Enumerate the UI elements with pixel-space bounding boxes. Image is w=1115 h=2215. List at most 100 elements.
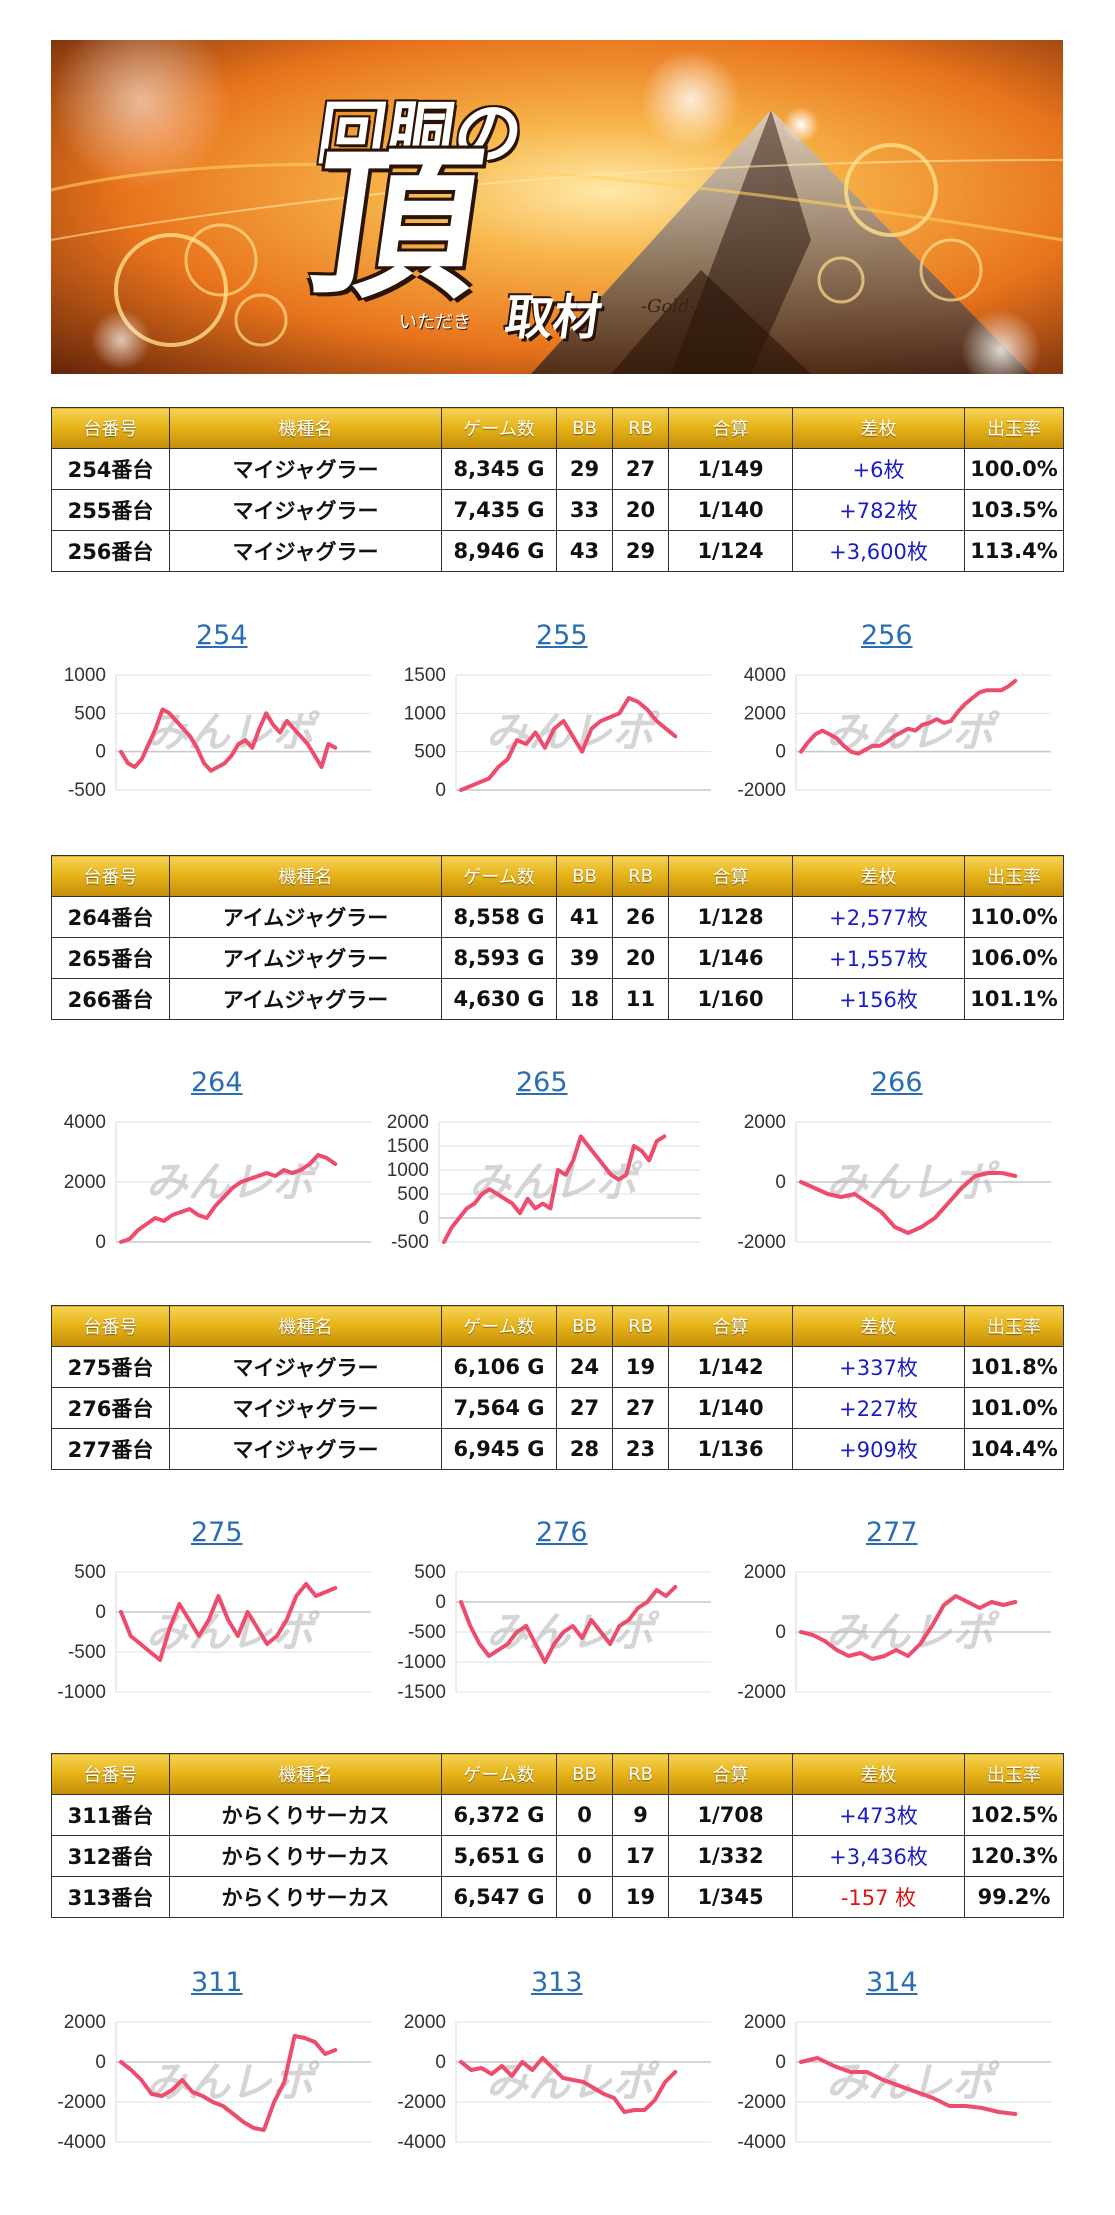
cell-rb: 23 [612,1428,669,1470]
cell-diff: +909枚 [792,1428,965,1470]
chart-title-link[interactable]: 275 [191,1517,243,1548]
table-row: 276番台 マイジャグラー 7,564 G 27 27 1/140 +227枚 101.0% [51,1387,1064,1429]
cell-combined: 1/124 [668,530,793,572]
y-tick-label: 4000 [744,665,786,686]
cell-rate: 101.8% [964,1346,1064,1388]
cell-machine-name: からくりサーカス [169,1835,442,1877]
cell-bb: 0 [556,1794,613,1836]
chart-plot: 4000 2000 0 みんレポ [64,1112,371,1253]
banner-tag: -Gold- [641,296,696,317]
cell-rb: 17 [612,1835,669,1877]
header-games: ゲーム数 [441,407,557,449]
chart-title-link[interactable]: 265 [516,1067,568,1098]
cell-machine-name: からくりサーカス [169,1876,442,1918]
machine-table-3: 台番号 機種名 ゲーム数 BB RB 合算 差枚 出玉率 275番台 マイジャグラー 6,106 G… [51,1305,1064,1470]
cell-machine-no: 313番台 [51,1876,170,1918]
header-bb: BB [556,855,613,897]
y-tick-label: -500 [391,1232,429,1253]
cell-bb: 24 [556,1346,613,1388]
cell-rb: 19 [612,1876,669,1918]
chart-314: 314 2000 0 -2000 -4000 みんレポ [731,1967,1061,2167]
cell-rb: 9 [612,1794,669,1836]
cell-machine-no: 266番台 [51,978,170,1020]
header-combined: 合算 [668,1753,793,1795]
y-tick-label: 0 [775,742,786,763]
banner-title-ruby: いただき [399,312,471,333]
y-tick-label: 0 [95,2052,106,2073]
y-tick-label: -1000 [57,1682,106,1703]
table-header-row: 台番号 機種名 ゲーム数 BB RB 合算 差枚 出玉率 [51,1305,1064,1347]
header-bb: BB [556,1305,613,1347]
header-bb: BB [556,407,613,449]
chart-title-link[interactable]: 266 [871,1067,923,1098]
cell-rate: 113.4% [964,530,1064,572]
header-rate: 出玉率 [964,1753,1064,1795]
chart-title-link[interactable]: 311 [191,1967,243,1998]
cell-machine-no: 276番台 [51,1387,170,1429]
header-diff: 差枚 [792,855,965,897]
cell-diff: -157 枚 [792,1876,965,1918]
chart-title-link[interactable]: 314 [866,1967,918,1998]
y-tick-label: -2000 [397,2092,446,2113]
cell-rate: 103.5% [964,489,1064,531]
banner: 回胴の 頂 いただき 取材 -Gold- [51,40,1063,374]
chart-plot: 500 0 -500 -1000 みんレポ [57,1562,371,1703]
cell-bb: 0 [556,1876,613,1918]
cell-machine-no: 256番台 [51,530,170,572]
cell-diff: +1,557枚 [792,937,965,979]
table-row: 266番台 アイムジャグラー 4,630 G 18 11 1/160 +156枚 101.1% [51,978,1064,1020]
cell-bb: 33 [556,489,613,531]
y-tick-label: 1500 [387,1136,429,1157]
chart-311: 311 2000 0 -2000 -4000 みんレポ [51,1967,381,2167]
y-tick-label: -4000 [397,2132,446,2153]
cell-games: 4,630 G [441,978,557,1020]
chart-title-link[interactable]: 277 [866,1517,918,1548]
header-diff: 差枚 [792,1305,965,1347]
y-tick-label: 0 [775,1172,786,1193]
cell-rb: 27 [612,448,669,490]
header-diff: 差枚 [792,1753,965,1795]
chart-title-link[interactable]: 256 [861,620,913,651]
y-tick-label: 0 [775,2052,786,2073]
header-rb: RB [612,1305,669,1347]
table-header-row: 台番号 機種名 ゲーム数 BB RB 合算 差枚 出玉率 [51,855,1064,897]
chart-264: 264 4000 2000 0 みんレポ [51,1067,381,1267]
table-header-row: 台番号 機種名 ゲーム数 BB RB 合算 差枚 出玉率 [51,1753,1064,1795]
cell-diff: +782枚 [792,489,965,531]
cell-games: 8,593 G [441,937,557,979]
chart-title-link[interactable]: 264 [191,1067,243,1098]
cell-diff: +6枚 [792,448,965,490]
cell-machine-name: マイジャグラー [169,489,442,531]
chart-title-link[interactable]: 276 [536,1517,588,1548]
chart-title-link[interactable]: 255 [536,620,588,651]
series-line [799,1594,1018,1661]
table-row: 255番台 マイジャグラー 7,435 G 33 20 1/140 +782枚 103.5% [51,489,1064,531]
chart-265: 265 2000 1500 1000 500 0 -500 みんレポ [371,1067,721,1267]
cell-machine-name: マイジャグラー [169,530,442,572]
chart-plot: 2000 0 -2000 -4000 みんレポ [737,2012,1051,2153]
cell-games: 6,372 G [441,1794,557,1836]
cell-diff: +3,436枚 [792,1835,965,1877]
y-tick-label: -1500 [397,1682,446,1703]
y-tick-label: -500 [408,1622,446,1643]
y-tick-label: 1000 [387,1160,429,1181]
cell-machine-no: 312番台 [51,1835,170,1877]
cell-rate: 120.3% [964,1835,1064,1877]
table-header-row: 台番号 機種名 ゲーム数 BB RB 合算 差枚 出玉率 [51,407,1064,449]
y-tick-label: 2000 [404,2012,446,2033]
chart-275: 275 500 0 -500 -1000 みんレポ [51,1517,381,1717]
series-line [119,1153,338,1244]
y-tick-label: 0 [435,2052,446,2073]
cell-rb: 27 [612,1387,669,1429]
cell-machine-name: マイジャグラー [169,1346,442,1388]
cell-machine-no: 265番台 [51,937,170,979]
chart-title-link[interactable]: 254 [196,620,248,651]
chart-plot: 2000 0 -2000 みんレポ [737,1562,1051,1703]
cell-bb: 43 [556,530,613,572]
y-tick-label: -2000 [737,1682,786,1703]
series-line [459,696,678,792]
y-tick-label: 2000 [744,1112,786,1133]
chart-title-link[interactable]: 313 [531,1967,583,1998]
y-tick-label: -500 [68,780,106,801]
y-tick-label: 0 [775,1622,786,1643]
